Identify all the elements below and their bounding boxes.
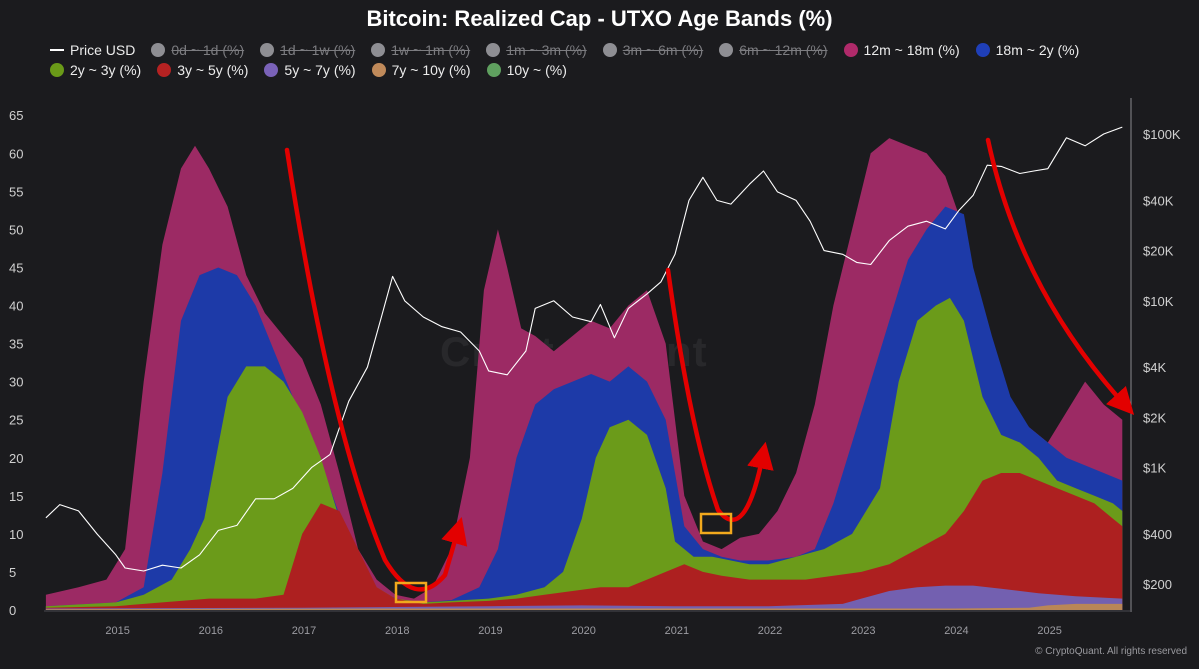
legend-swatch	[260, 43, 275, 57]
x-tick-label: 2023	[851, 625, 875, 637]
legend-label: 1w ~ 1m (%)	[391, 42, 471, 58]
legend-swatch	[50, 49, 64, 51]
legend-swatch	[371, 43, 386, 57]
legend-item[interactable]: 1w ~ 1m (%)	[371, 42, 470, 58]
y-left-tick-label: 65	[9, 108, 23, 123]
legend-label: 10y ~ (%)	[506, 62, 567, 78]
y-left-tick-label: 35	[9, 337, 23, 352]
legend-swatch	[486, 63, 501, 77]
y-left-tick-label: 60	[9, 146, 23, 161]
x-tick-label: 2015	[105, 625, 129, 637]
y-left-tick-label: 30	[9, 375, 23, 390]
legend-item[interactable]: 6m ~ 12m (%)	[719, 42, 828, 58]
annotations	[284, 137, 1135, 604]
legend-item[interactable]: 18m ~ 2y (%)	[975, 42, 1080, 58]
y-left-tick-label: 20	[9, 451, 23, 466]
y-right-tick-label: $2K	[1143, 410, 1166, 425]
legend-item[interactable]: 1d ~ 1w (%)	[260, 42, 355, 58]
legend-item[interactable]: 10y ~ (%)	[486, 62, 567, 78]
legend-label: 12m ~ 18m (%)	[863, 42, 960, 58]
legend-item[interactable]: 5y ~ 7y (%)	[264, 62, 356, 78]
legend-label: 7y ~ 10y (%)	[391, 62, 471, 78]
area-series	[45, 473, 1123, 610]
x-tick-label: 2016	[199, 625, 223, 637]
y-left-tick-label: 5	[9, 565, 16, 580]
stacked-areas	[45, 138, 1123, 610]
y-right-tick-label: $400	[1143, 527, 1172, 542]
legend-item[interactable]: 12m ~ 18m (%)	[843, 42, 960, 58]
yellow-box	[394, 581, 428, 604]
red-arrow	[665, 267, 774, 523]
y-right-tick-label: $100K	[1143, 127, 1181, 142]
legend-swatch	[264, 63, 279, 77]
red-arrow	[284, 147, 468, 592]
y-left-tick-label: 50	[9, 222, 23, 237]
y-left-tick-label: 55	[9, 184, 23, 199]
y-left-tick-label: 10	[9, 527, 23, 542]
y-left-tick-label: 45	[9, 260, 23, 275]
price-line	[45, 126, 1123, 572]
copyright-credit: © CryptoQuant. All rights reserved	[1035, 646, 1187, 657]
legend-swatch	[50, 63, 64, 77]
legend-item[interactable]: 3y ~ 5y (%)	[157, 62, 248, 78]
legend-swatch	[151, 43, 166, 57]
legend-label: 3m ~ 6m (%)	[622, 42, 704, 58]
legend-swatch	[975, 43, 990, 57]
y-left-tick-label: 0	[9, 603, 16, 618]
legend-item[interactable]: 0d ~ 1d (%)	[151, 42, 244, 58]
x-tick-label: 2025	[1037, 625, 1061, 637]
legend-swatch	[486, 43, 501, 57]
legend-label: 1m ~ 3m (%)	[506, 42, 587, 58]
legend-item[interactable]: 7y ~ 10y (%)	[371, 62, 471, 78]
x-tick-label: 2018	[385, 625, 409, 637]
x-tick-label: 2017	[292, 625, 316, 637]
x-tick-label: 2021	[665, 625, 689, 637]
legend-swatch	[719, 43, 734, 57]
legend-label: Price USD	[70, 42, 136, 58]
legend-label: 0d ~ 1d (%)	[171, 42, 245, 58]
legend-item[interactable]: 1m ~ 3m (%)	[486, 42, 587, 58]
x-tick-label: 2019	[478, 625, 502, 637]
y-right-tick-label: $200	[1143, 577, 1172, 592]
axes: 05101520253035404550556065$200$400$1K$2K…	[9, 98, 1181, 637]
y-right-tick-label: $4K	[1143, 360, 1166, 375]
legend-label: 5y ~ 7y (%)	[284, 62, 356, 78]
legend-item[interactable]: 3m ~ 6m (%)	[602, 42, 704, 58]
legend-item[interactable]: Price USD	[50, 42, 135, 58]
area-series	[45, 585, 1123, 610]
legend-label: 1d ~ 1w (%)	[280, 42, 356, 58]
area-series	[45, 603, 1123, 610]
price-layer	[45, 126, 1123, 572]
x-tick-label: 2022	[758, 625, 782, 637]
y-right-tick-label: $40K	[1143, 193, 1174, 208]
legend-item[interactable]: 2y ~ 3y (%)	[50, 62, 141, 78]
legend-label: 2y ~ 3y (%)	[70, 62, 142, 78]
legend-swatch	[371, 63, 386, 77]
legend-swatch	[843, 43, 858, 57]
red-arrow	[985, 137, 1135, 415]
y-right-tick-label: $10K	[1143, 294, 1174, 309]
chart-title: Bitcoin: Realized Cap - UTXO Age Bands (…	[366, 6, 833, 31]
y-left-tick-label: 40	[9, 299, 23, 314]
legend-swatch	[602, 43, 617, 57]
y-left-tick-label: 15	[9, 489, 23, 504]
legend-label: 6m ~ 12m (%)	[739, 42, 828, 58]
y-right-tick-label: $1K	[1143, 461, 1166, 476]
x-tick-label: 2020	[571, 625, 595, 637]
legend-label: 18m ~ 2y (%)	[995, 42, 1080, 58]
chart-legend: Price USD 0d ~ 1d (%) 1d ~ 1w (%) 1w ~ 1m (…	[50, 42, 1170, 78]
y-right-tick-label: $20K	[1143, 244, 1174, 259]
legend-label: 3y ~ 5y (%)	[177, 62, 249, 78]
y-left-tick-label: 25	[9, 413, 23, 428]
legend-swatch	[157, 63, 172, 77]
yellow-box	[699, 512, 733, 535]
x-tick-label: 2024	[944, 625, 968, 637]
